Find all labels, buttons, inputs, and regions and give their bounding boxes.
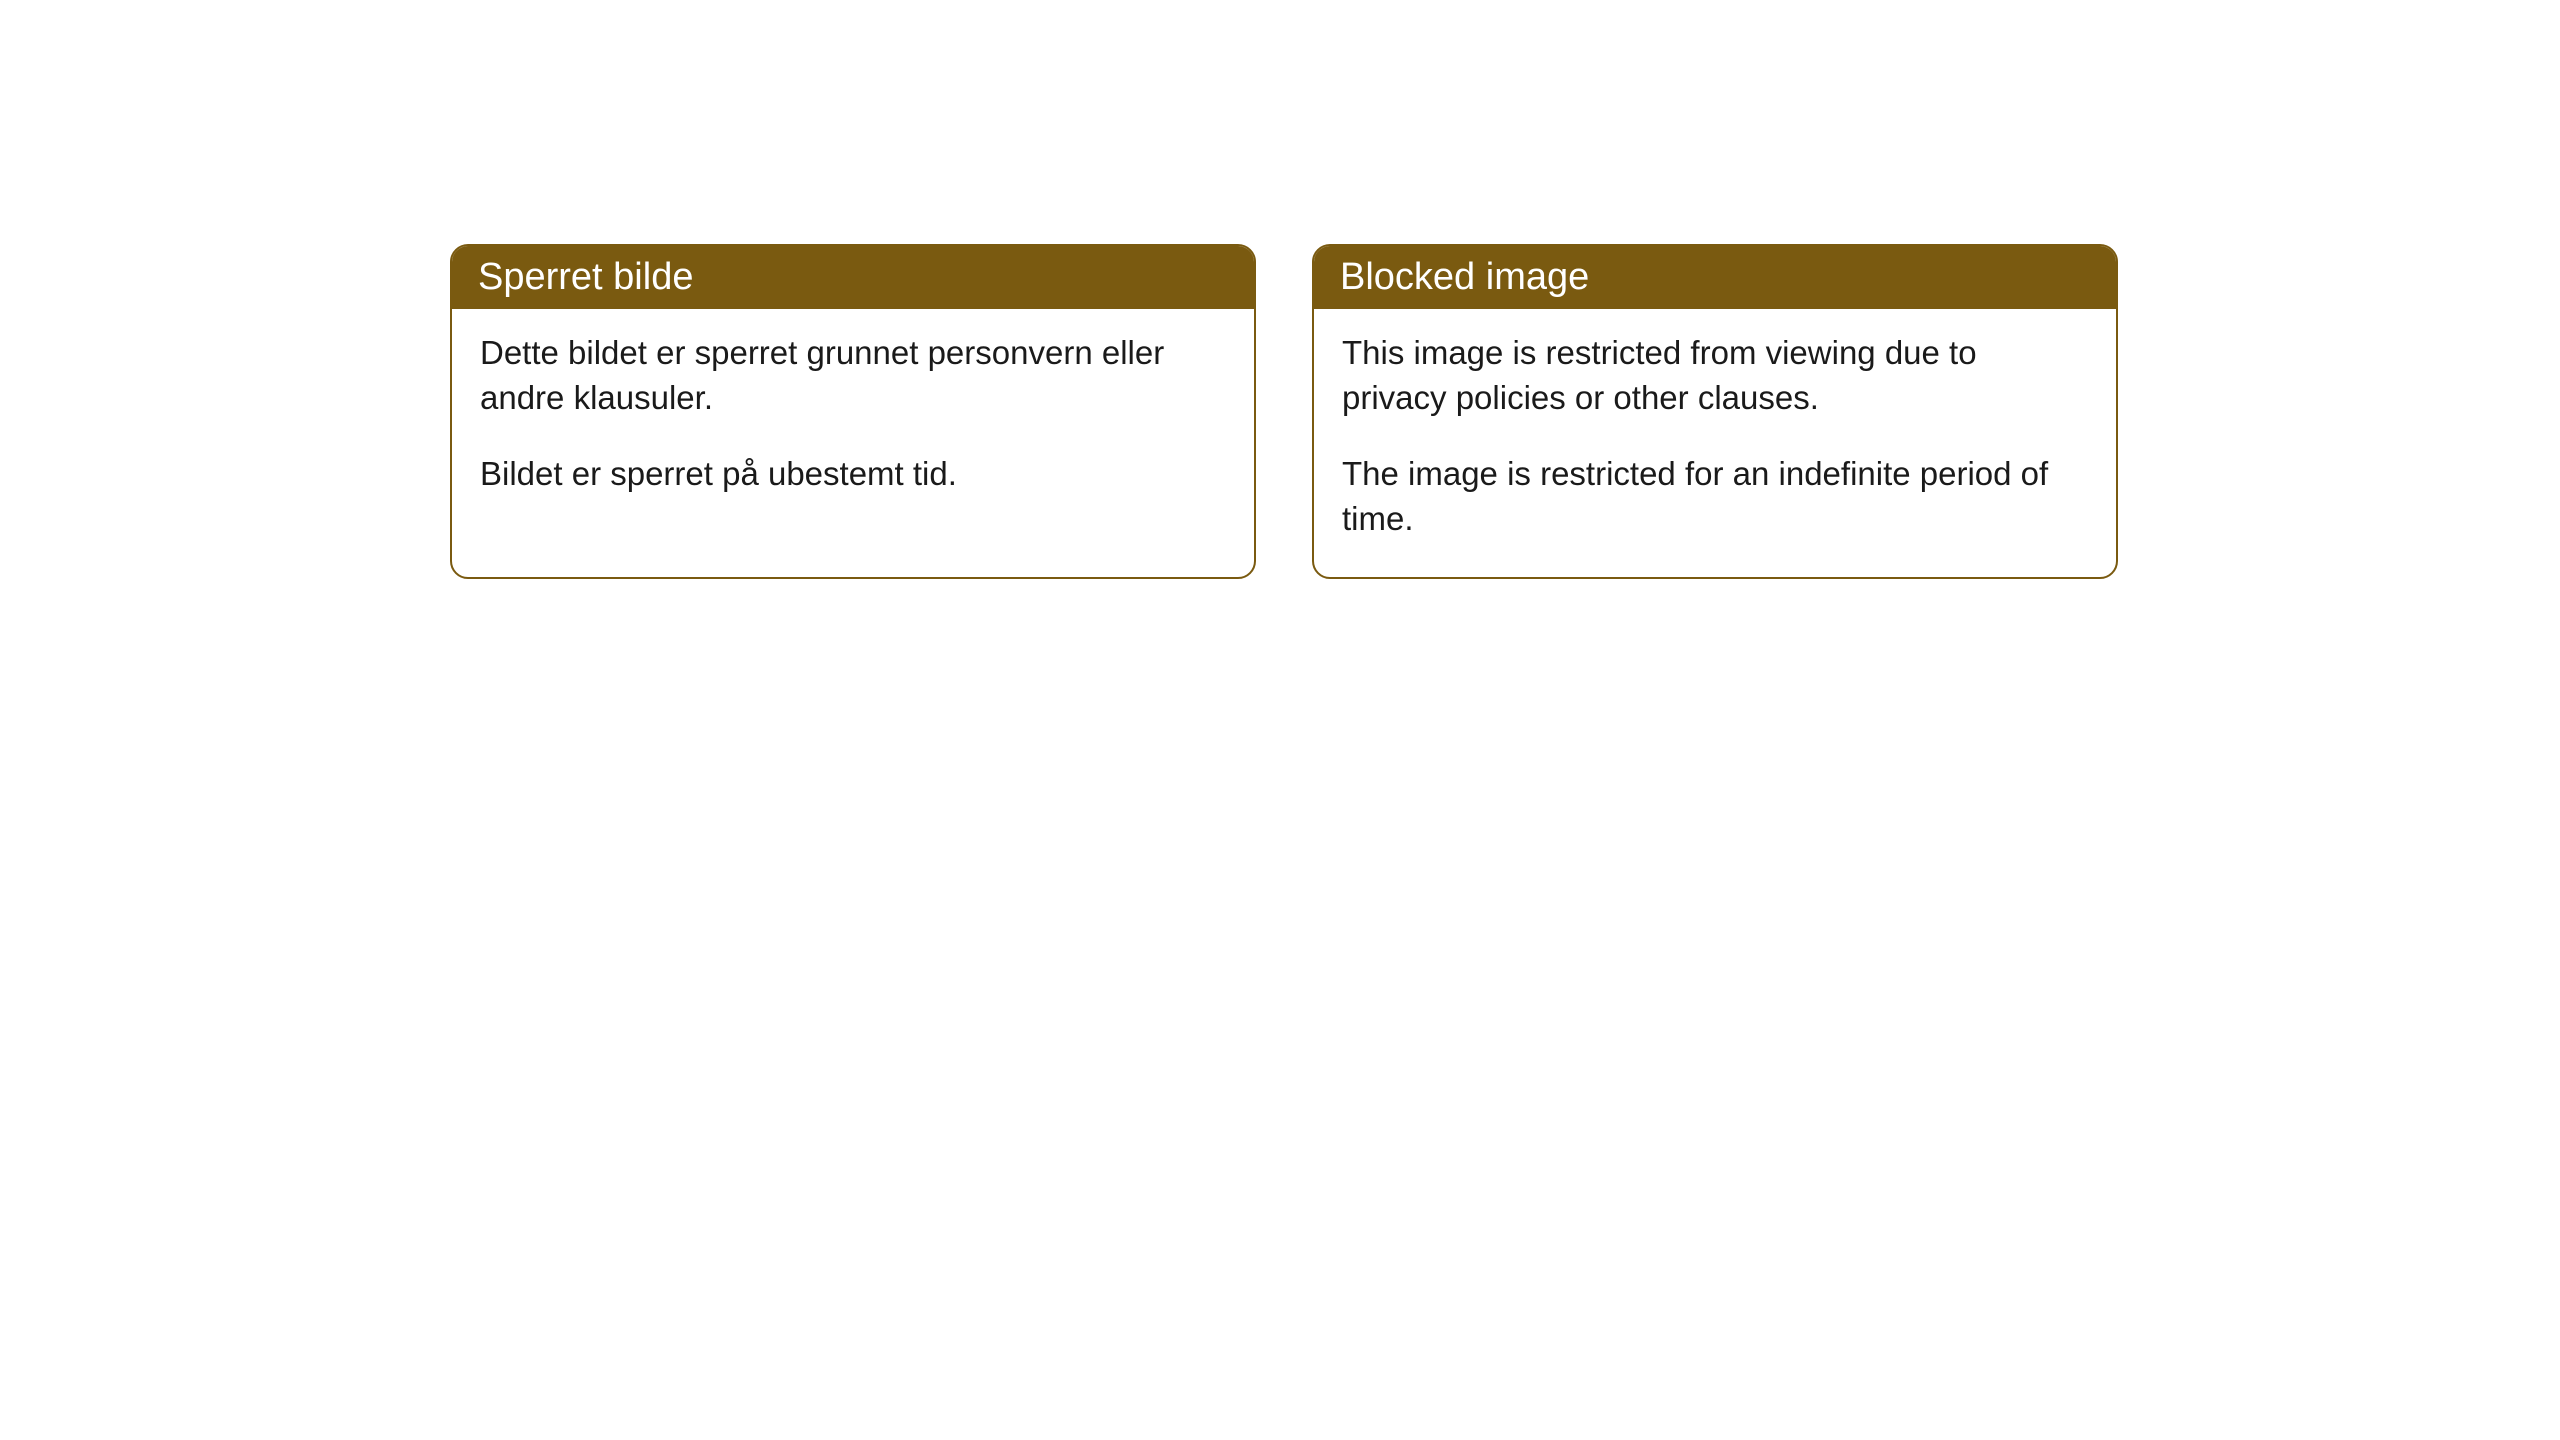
card-body-en: This image is restricted from viewing du… — [1314, 309, 2116, 577]
blocked-image-card-no: Sperret bilde Dette bildet er sperret gr… — [450, 244, 1256, 579]
card-text-no-2: Bildet er sperret på ubestemt tid. — [480, 452, 1226, 497]
blocked-image-card-en: Blocked image This image is restricted f… — [1312, 244, 2118, 579]
card-text-en-1: This image is restricted from viewing du… — [1342, 331, 2088, 420]
card-body-no: Dette bildet er sperret grunnet personve… — [452, 309, 1254, 533]
card-header-en: Blocked image — [1314, 246, 2116, 309]
card-text-no-1: Dette bildet er sperret grunnet personve… — [480, 331, 1226, 420]
notice-cards-container: Sperret bilde Dette bildet er sperret gr… — [450, 244, 2118, 579]
card-text-en-2: The image is restricted for an indefinit… — [1342, 452, 2088, 541]
card-header-no: Sperret bilde — [452, 246, 1254, 309]
